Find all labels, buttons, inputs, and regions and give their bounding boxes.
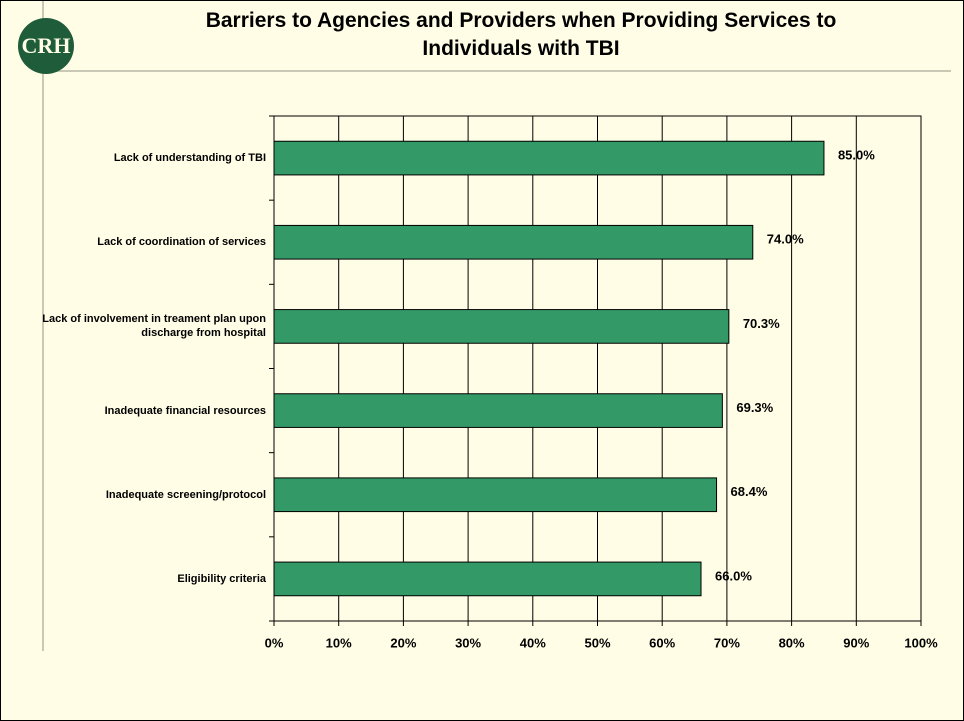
logo: CRH: [22, 33, 71, 58]
value-label: 85.0%: [838, 148, 875, 163]
y-tick-label: Inadequate screening/protocol: [105, 488, 266, 501]
value-label: 74.0%: [767, 232, 804, 247]
chart-title: Barriers to Agencies and Providers when …: [205, 9, 837, 60]
x-tick-label: 10%: [326, 635, 352, 650]
y-tick-label: Eligibility criteria: [177, 572, 266, 585]
value-label: 69.3%: [736, 400, 773, 415]
bar: [273, 140, 825, 176]
bar: [273, 561, 702, 597]
x-tick-label: 100%: [904, 635, 938, 650]
value-label: 68.4%: [731, 484, 768, 499]
bar: [273, 477, 718, 513]
x-tick-label: 30%: [455, 635, 481, 650]
x-tick-label: 70%: [714, 635, 740, 650]
x-tick-label: 80%: [779, 635, 805, 650]
y-tick-label: Inadequate financial resources: [104, 404, 266, 417]
x-tick-label: 40%: [520, 635, 546, 650]
x-tick-label: 50%: [584, 635, 610, 650]
bar: [273, 309, 730, 344]
y-tick-label: Lack of coordination of services: [97, 236, 266, 249]
x-tick-label: 60%: [649, 635, 675, 650]
value-label: 66.0%: [715, 568, 752, 583]
y-tick-label: Lack of understanding of TBI: [113, 152, 266, 165]
x-tick-label: 90%: [843, 635, 869, 650]
bar: [273, 224, 754, 260]
value-label: 70.3%: [743, 316, 780, 331]
x-tick-label: 0%: [265, 635, 284, 650]
logo-circle: [18, 18, 74, 74]
x-tick-label: 20%: [390, 635, 416, 650]
y-tick-label: Lack of involvement in treament plan upo…: [42, 313, 266, 340]
bar: [273, 393, 723, 428]
